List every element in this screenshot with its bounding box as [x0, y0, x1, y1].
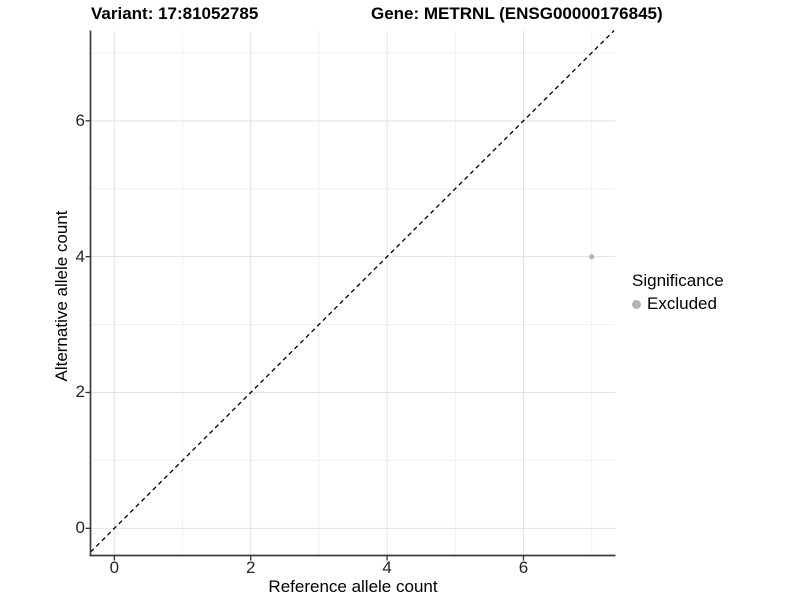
x-tick-label: 0 [109, 558, 120, 577]
identity-dashed-line [90, 30, 615, 553]
y-tick-label: 4 [75, 246, 85, 266]
y-tick-label: 6 [75, 110, 85, 130]
y-axis-title: Alternative allele count [52, 210, 71, 382]
excluded-point-icon [632, 299, 641, 309]
plot-title-gene: Gene: METRNL (ENSG00000176845) [371, 4, 663, 23]
plot-title-variant: Variant: 17:81052785 [91, 4, 259, 23]
x-axis-title: Reference allele count [268, 577, 438, 596]
x-tick-label: 6 [518, 558, 529, 577]
data-point [589, 254, 595, 260]
y-tick-label: 0 [75, 518, 85, 538]
y-tick-label: 2 [75, 382, 85, 402]
x-tick-label: 2 [245, 558, 256, 577]
legend-title: Significance [632, 271, 724, 290]
legend-item-label: Excluded [647, 294, 717, 313]
legend-item-excluded: Excluded [632, 294, 724, 314]
legend: Significance Excluded [632, 271, 724, 314]
x-tick-label: 4 [382, 558, 392, 577]
